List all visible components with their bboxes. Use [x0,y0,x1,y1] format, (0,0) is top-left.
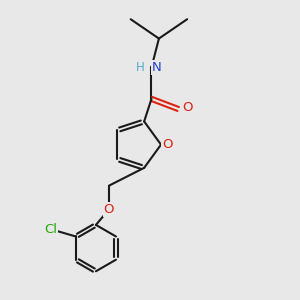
Text: N: N [152,61,162,74]
Text: O: O [182,101,192,114]
Text: Cl: Cl [44,223,57,236]
Text: O: O [104,203,114,216]
Text: H: H [136,61,145,74]
Text: O: O [162,138,173,151]
